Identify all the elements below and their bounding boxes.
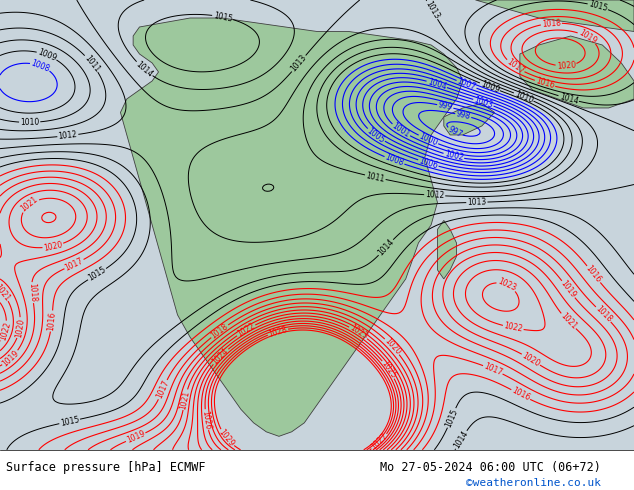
Text: 1020: 1020: [14, 318, 25, 338]
Text: 1019: 1019: [1, 348, 21, 368]
Text: Surface pressure [hPa] ECMWF: Surface pressure [hPa] ECMWF: [6, 461, 206, 474]
Text: 997: 997: [446, 125, 463, 140]
Text: 1018: 1018: [209, 322, 230, 341]
Text: 1018: 1018: [593, 304, 613, 324]
Text: 1014: 1014: [453, 429, 470, 450]
Text: 1023: 1023: [348, 323, 369, 342]
Text: 1015: 1015: [87, 266, 108, 283]
Text: 1015: 1015: [60, 415, 80, 428]
Text: 1019: 1019: [559, 279, 578, 300]
Text: Mo 27-05-2024 06:00 UTC (06+72): Mo 27-05-2024 06:00 UTC (06+72): [380, 461, 601, 474]
Text: 999: 999: [437, 100, 453, 112]
Text: 1021: 1021: [0, 282, 11, 303]
Text: 1013: 1013: [289, 53, 309, 74]
Text: 1014: 1014: [558, 92, 579, 105]
Text: 1020: 1020: [521, 351, 541, 368]
Text: 1007: 1007: [456, 77, 477, 92]
Text: 1006: 1006: [418, 156, 439, 171]
Text: 1002: 1002: [443, 149, 464, 163]
Polygon shape: [520, 36, 634, 108]
Text: 1013: 1013: [424, 0, 441, 21]
Text: 1025: 1025: [380, 359, 398, 380]
Polygon shape: [437, 220, 456, 279]
Text: 1000: 1000: [418, 132, 439, 147]
Text: 1021: 1021: [179, 390, 191, 410]
Polygon shape: [120, 18, 463, 436]
Text: 1016: 1016: [534, 76, 555, 91]
Polygon shape: [444, 103, 495, 135]
Text: 1001: 1001: [391, 122, 411, 140]
Text: 1005: 1005: [365, 126, 386, 145]
Text: 998: 998: [455, 109, 471, 122]
Text: 1016: 1016: [46, 311, 57, 331]
Text: 1020: 1020: [42, 240, 63, 252]
Text: 1012: 1012: [425, 190, 444, 200]
Text: 1004: 1004: [426, 77, 448, 91]
Text: 1016: 1016: [584, 264, 603, 285]
Text: 1014: 1014: [376, 237, 396, 258]
Text: 1009: 1009: [36, 48, 58, 63]
Text: 1015: 1015: [212, 11, 233, 24]
Text: 1015: 1015: [588, 0, 609, 13]
Text: 1012: 1012: [58, 130, 78, 141]
Text: 1022: 1022: [503, 321, 524, 334]
Text: 1018: 1018: [541, 18, 561, 29]
Polygon shape: [476, 0, 634, 31]
Text: 1022: 1022: [235, 321, 257, 339]
Text: 1017: 1017: [63, 256, 85, 272]
Text: 1019: 1019: [125, 429, 146, 445]
Text: 1010: 1010: [20, 118, 39, 127]
Text: 1022: 1022: [0, 320, 12, 342]
Text: 1014: 1014: [134, 59, 155, 79]
Text: 1028: 1028: [268, 324, 288, 339]
Text: 1010: 1010: [513, 89, 534, 105]
Text: ©weatheronline.co.uk: ©weatheronline.co.uk: [466, 478, 601, 488]
Text: 1017: 1017: [482, 362, 503, 377]
Text: 1023: 1023: [496, 277, 517, 293]
Text: 1011: 1011: [82, 53, 101, 74]
Text: 1021: 1021: [20, 195, 40, 214]
Text: 1029: 1029: [217, 428, 236, 448]
Text: 1020: 1020: [556, 61, 576, 71]
Text: 1015: 1015: [444, 407, 460, 429]
Text: 1013: 1013: [467, 197, 487, 207]
Text: 1021: 1021: [559, 311, 578, 331]
Text: 1008: 1008: [30, 58, 51, 74]
Text: 1019: 1019: [577, 28, 598, 46]
Text: 1020: 1020: [382, 337, 402, 357]
Text: 1018: 1018: [27, 283, 37, 302]
Text: 1016: 1016: [510, 386, 531, 403]
Text: 1017: 1017: [155, 379, 171, 400]
Text: 1026: 1026: [200, 410, 212, 430]
Text: 1024: 1024: [210, 346, 231, 367]
Text: 1008: 1008: [384, 153, 405, 168]
Text: 1003: 1003: [473, 96, 494, 110]
Text: 1027: 1027: [370, 432, 389, 452]
Text: 1011: 1011: [365, 171, 385, 184]
Text: 1009: 1009: [479, 79, 500, 95]
Text: 1017: 1017: [505, 57, 526, 75]
